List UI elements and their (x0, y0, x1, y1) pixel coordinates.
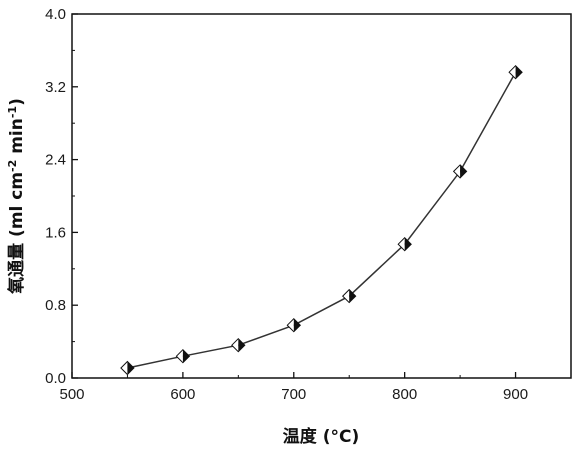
y-tick-label-0.0: 0.0 (45, 370, 66, 387)
marks-layer (120, 64, 523, 376)
y-tick-label-2.4: 2.4 (45, 152, 66, 169)
marker-left-half (509, 65, 516, 79)
marker-right-half (182, 349, 190, 363)
marker-left-half (398, 237, 405, 251)
marker-outline (508, 64, 523, 80)
data-point-600 (175, 348, 191, 364)
marker-outline (175, 348, 191, 364)
data-point-750 (341, 288, 357, 304)
y-tick-label-1.6: 1.6 (45, 224, 66, 241)
marker-left-half (231, 338, 239, 352)
x-tick-label-500: 500 (59, 386, 84, 403)
data-point-900 (508, 64, 523, 80)
marker-right-half (460, 164, 467, 178)
x-tick-label-700: 700 (281, 386, 306, 403)
marker-outline (286, 317, 302, 333)
data-point-800 (397, 236, 412, 252)
marker-right-half (293, 318, 301, 332)
marker-left-half (120, 361, 128, 375)
data-point-550 (120, 360, 135, 376)
plot-frame (71, 13, 572, 379)
marker-outline (120, 360, 135, 376)
marker-right-half (515, 65, 523, 79)
y-tick-label-0.8: 0.8 (45, 297, 66, 314)
x-tick-label-800: 800 (392, 386, 417, 403)
labels-layer: 500 600 700 800 900 0.0 0.8 1.6 2.4 3.2 4.0 (45, 6, 528, 403)
y-axis-title-end: ) (7, 98, 27, 106)
marker-left-half (453, 164, 461, 178)
marker-left-half (176, 349, 183, 363)
marker-right-half (238, 338, 245, 352)
y-axis-title-main: 氧通量 (ml cm (6, 172, 27, 295)
marker-right-half (127, 361, 134, 375)
marker-outline (341, 288, 357, 304)
y-tick-label-3.2: 3.2 (45, 79, 66, 96)
y-tick-label-4.0: 4.0 (45, 6, 66, 23)
data-point-650 (231, 337, 246, 353)
marker-outline (452, 164, 468, 179)
marker-left-half (287, 318, 294, 332)
marker-right-half (404, 237, 412, 251)
marker-outline (231, 337, 246, 353)
marker-right-half (349, 289, 356, 303)
marker-outline (397, 236, 412, 252)
data-point-700 (286, 317, 302, 333)
x-tick-label-600: 600 (170, 386, 195, 403)
marker-left-half (342, 289, 350, 303)
y-axis-title-sup1: -2 (6, 160, 19, 172)
data-point-850 (452, 164, 468, 179)
x-tick-label-900: 900 (503, 386, 528, 403)
series-line (127, 71, 517, 369)
y-axis-title-mid: min (7, 118, 27, 160)
y-axis-title: 氧通量 (ml cm-2 min-1) (6, 98, 27, 295)
x-axis-title: 温度 (°C) (283, 426, 359, 447)
y-axis-title-sup2: -1 (6, 106, 19, 118)
